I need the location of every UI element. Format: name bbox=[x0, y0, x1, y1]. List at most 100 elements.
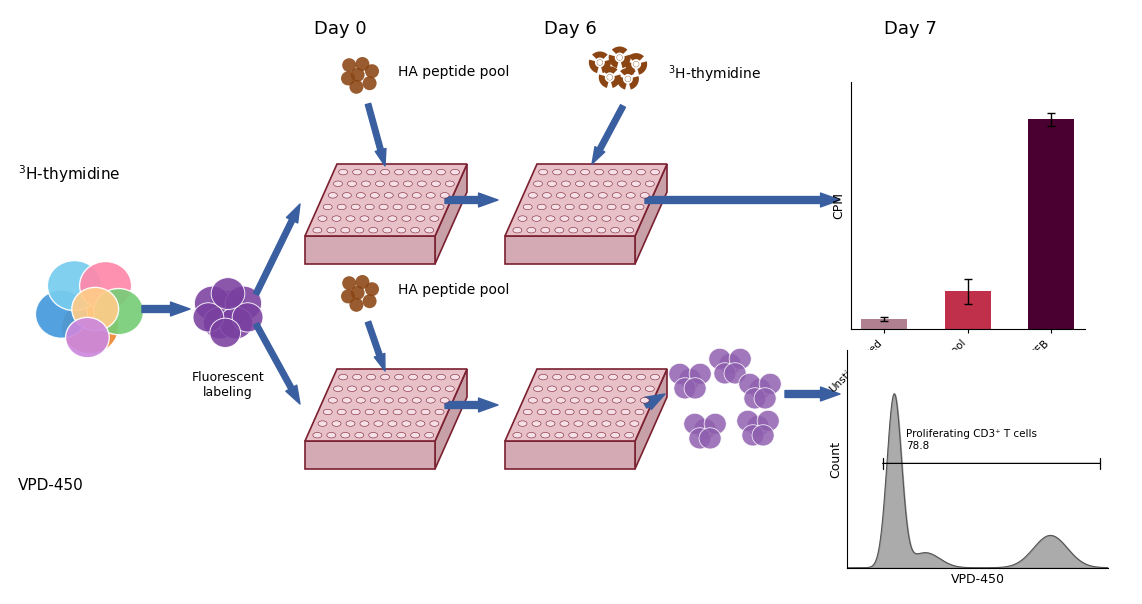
Text: Fluorescent
labeling: Fluorescent labeling bbox=[192, 371, 265, 399]
Ellipse shape bbox=[355, 432, 364, 438]
Ellipse shape bbox=[349, 80, 363, 94]
Ellipse shape bbox=[576, 181, 585, 187]
Ellipse shape bbox=[349, 298, 363, 312]
Ellipse shape bbox=[393, 410, 402, 415]
Ellipse shape bbox=[742, 425, 764, 446]
Ellipse shape bbox=[597, 59, 603, 65]
Ellipse shape bbox=[423, 374, 432, 380]
Wedge shape bbox=[629, 76, 638, 89]
Ellipse shape bbox=[399, 193, 408, 198]
Ellipse shape bbox=[367, 374, 376, 380]
Ellipse shape bbox=[450, 374, 459, 380]
Ellipse shape bbox=[94, 289, 144, 335]
Ellipse shape bbox=[608, 204, 616, 210]
Ellipse shape bbox=[569, 432, 578, 438]
Ellipse shape bbox=[546, 421, 555, 426]
Wedge shape bbox=[625, 61, 635, 75]
Ellipse shape bbox=[546, 216, 555, 221]
Ellipse shape bbox=[593, 410, 602, 415]
Ellipse shape bbox=[403, 181, 412, 187]
Wedge shape bbox=[601, 60, 611, 73]
Ellipse shape bbox=[194, 286, 231, 321]
Ellipse shape bbox=[219, 307, 252, 339]
Ellipse shape bbox=[72, 288, 119, 330]
Ellipse shape bbox=[203, 307, 236, 339]
Ellipse shape bbox=[436, 374, 445, 380]
Bar bbox=[861, 319, 908, 329]
Ellipse shape bbox=[552, 410, 560, 415]
Ellipse shape bbox=[355, 228, 364, 233]
Ellipse shape bbox=[625, 228, 634, 233]
Ellipse shape bbox=[630, 421, 638, 426]
Ellipse shape bbox=[432, 386, 441, 391]
Ellipse shape bbox=[598, 193, 608, 198]
Ellipse shape bbox=[636, 169, 645, 175]
Ellipse shape bbox=[588, 216, 597, 221]
Ellipse shape bbox=[651, 169, 659, 175]
Ellipse shape bbox=[379, 204, 388, 210]
Ellipse shape bbox=[343, 58, 356, 72]
Ellipse shape bbox=[634, 62, 638, 67]
Ellipse shape bbox=[421, 410, 431, 415]
Ellipse shape bbox=[612, 193, 621, 198]
Ellipse shape bbox=[542, 397, 552, 403]
Ellipse shape bbox=[641, 193, 649, 198]
Ellipse shape bbox=[327, 432, 336, 438]
Ellipse shape bbox=[402, 216, 411, 221]
Ellipse shape bbox=[719, 353, 741, 374]
Polygon shape bbox=[435, 369, 467, 469]
Ellipse shape bbox=[579, 204, 588, 210]
Wedge shape bbox=[612, 47, 627, 54]
Ellipse shape bbox=[384, 193, 393, 198]
Ellipse shape bbox=[337, 204, 346, 210]
Ellipse shape bbox=[389, 181, 399, 187]
Ellipse shape bbox=[552, 204, 560, 210]
Ellipse shape bbox=[225, 286, 262, 321]
Ellipse shape bbox=[363, 294, 377, 308]
Ellipse shape bbox=[355, 57, 369, 71]
Ellipse shape bbox=[555, 432, 564, 438]
Polygon shape bbox=[305, 164, 467, 236]
Ellipse shape bbox=[365, 204, 375, 210]
Ellipse shape bbox=[436, 169, 445, 175]
Ellipse shape bbox=[47, 260, 102, 310]
Ellipse shape bbox=[541, 432, 549, 438]
Ellipse shape bbox=[532, 421, 541, 426]
Ellipse shape bbox=[376, 181, 385, 187]
Ellipse shape bbox=[353, 374, 362, 380]
Ellipse shape bbox=[560, 421, 569, 426]
Ellipse shape bbox=[365, 410, 375, 415]
Text: HA peptide pool: HA peptide pool bbox=[399, 283, 509, 297]
Ellipse shape bbox=[612, 397, 621, 403]
Ellipse shape bbox=[565, 410, 574, 415]
Ellipse shape bbox=[547, 386, 556, 391]
Ellipse shape bbox=[411, 228, 420, 233]
Ellipse shape bbox=[611, 228, 620, 233]
Ellipse shape bbox=[421, 204, 431, 210]
Ellipse shape bbox=[384, 397, 393, 403]
Ellipse shape bbox=[580, 374, 589, 380]
Ellipse shape bbox=[353, 169, 362, 175]
Ellipse shape bbox=[367, 169, 376, 175]
Ellipse shape bbox=[603, 181, 612, 187]
Ellipse shape bbox=[365, 282, 379, 296]
Ellipse shape bbox=[747, 416, 769, 437]
Ellipse shape bbox=[635, 204, 644, 210]
Ellipse shape bbox=[323, 410, 332, 415]
Ellipse shape bbox=[445, 181, 455, 187]
Ellipse shape bbox=[574, 216, 582, 221]
Ellipse shape bbox=[609, 169, 618, 175]
Ellipse shape bbox=[532, 216, 541, 221]
Ellipse shape bbox=[603, 386, 612, 391]
Polygon shape bbox=[505, 164, 667, 236]
Ellipse shape bbox=[526, 432, 536, 438]
Ellipse shape bbox=[553, 169, 562, 175]
Ellipse shape bbox=[714, 363, 735, 384]
Ellipse shape bbox=[333, 181, 343, 187]
Ellipse shape bbox=[369, 432, 378, 438]
Ellipse shape bbox=[346, 216, 355, 221]
Ellipse shape bbox=[569, 228, 578, 233]
Ellipse shape bbox=[753, 425, 774, 446]
Wedge shape bbox=[621, 54, 630, 68]
Ellipse shape bbox=[317, 216, 327, 221]
